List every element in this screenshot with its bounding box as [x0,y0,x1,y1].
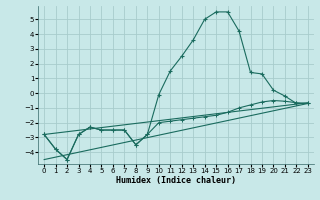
X-axis label: Humidex (Indice chaleur): Humidex (Indice chaleur) [116,176,236,185]
